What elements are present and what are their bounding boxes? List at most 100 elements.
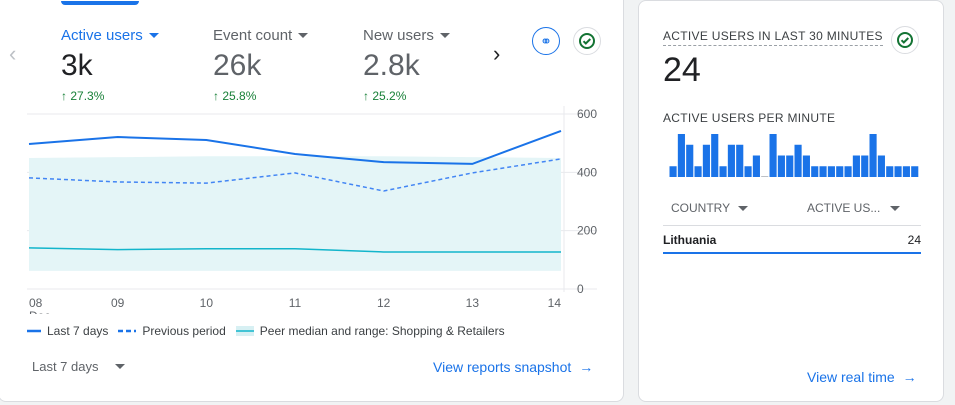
per-minute-bar[interactable] [811, 166, 819, 177]
caret-down-icon [298, 33, 309, 38]
view-real-time-link[interactable]: View real time → [807, 369, 917, 385]
per-minute-bar[interactable] [686, 144, 694, 177]
line-chart: 600 400 200 0 08 09 10 11 12 13 14 Dec [27, 106, 597, 314]
row-share-bar [663, 252, 921, 254]
per-minute-bar[interactable] [786, 155, 794, 178]
caret-down-icon [890, 205, 901, 211]
per-minute-bar[interactable] [719, 166, 727, 177]
caret-down-icon [148, 33, 159, 38]
per-minute-bar[interactable] [769, 134, 777, 177]
country-cell: Lithuania [663, 233, 717, 247]
per-minute-bar[interactable] [669, 166, 677, 177]
x-tick-label: 13 [466, 296, 480, 310]
link-label: View reports snapshot [433, 359, 572, 375]
legend-last-7-days: Last 7 days [47, 324, 109, 338]
per-minute-bar[interactable] [794, 144, 802, 177]
per-minute-bar[interactable] [694, 166, 702, 177]
metric-new-users[interactable]: New users 2.8k ↑ 25.2% [363, 27, 450, 103]
y-tick-label: 400 [577, 165, 597, 179]
users-cell: 24 [907, 233, 921, 247]
per-minute-bar[interactable] [802, 155, 810, 178]
metric-active-users[interactable]: Active users 3k ↑ 27.3% [61, 27, 159, 103]
legend-peer: Peer median and range: Shopping & Retail… [259, 324, 505, 338]
y-tick-label: 200 [577, 224, 597, 238]
per-minute-bar-chart [669, 134, 919, 178]
x-sublabel: Dec [29, 309, 50, 314]
caret-down-icon [738, 205, 749, 211]
check-circle-icon[interactable] [891, 26, 919, 54]
col-label: COUNTRY [671, 201, 731, 215]
metric-delta: 25.8% [222, 89, 257, 103]
check-circle-icon[interactable] [573, 27, 601, 55]
caret-down-icon [439, 33, 450, 38]
x-tick-label: 11 [289, 296, 302, 310]
link-label: View real time [807, 369, 895, 385]
previous-period-line [28, 158, 562, 192]
col-label: ACTIVE US... [807, 201, 881, 215]
per-minute-bar[interactable] [736, 144, 744, 177]
per-minute-bar[interactable] [877, 155, 885, 178]
x-tick-label: 14 [548, 296, 562, 310]
legend-previous-period: Previous period [142, 324, 226, 338]
per-minute-bar[interactable] [902, 166, 910, 177]
per-minute-bar[interactable] [894, 166, 902, 177]
per-minute-bar[interactable] [777, 155, 785, 178]
per-minute-bar[interactable] [752, 155, 760, 178]
metric-value: 26k [213, 49, 262, 82]
active-tab-indicator [61, 1, 139, 5]
realtime-title: ACTIVE USERS IN LAST 30 MINUTES [663, 29, 883, 46]
last-7-days-line [28, 129, 562, 165]
per-minute-bar[interactable] [727, 144, 735, 177]
chevron-right-icon[interactable]: › [493, 41, 501, 66]
x-tick-label: 08 [29, 296, 43, 310]
realtime-value: 24 [663, 51, 701, 89]
metric-label: Active users [61, 27, 143, 44]
chart-legend: Last 7 days Previous period Peer median … [27, 324, 505, 338]
per-minute-bar[interactable] [861, 155, 869, 178]
per-minute-bar[interactable] [827, 166, 835, 177]
table-row[interactable]: Lithuania 24 [663, 233, 921, 247]
users-column-header[interactable]: ACTIVE US... [807, 201, 901, 215]
per-minute-bar[interactable] [886, 166, 894, 177]
metric-value: 2.8k [363, 49, 420, 82]
metric-label: Event count [213, 27, 293, 44]
x-tick-label: 12 [377, 296, 391, 310]
per-minute-bar[interactable] [844, 166, 852, 177]
metric-delta: 27.3% [70, 89, 105, 103]
metric-label: New users [363, 27, 434, 44]
overview-card: ‹ Active users 3k ↑ 27.3% Event count 26… [0, 0, 624, 402]
per-minute-bar[interactable] [911, 166, 919, 177]
per-minute-bar[interactable] [702, 144, 710, 177]
per-minute-bar[interactable] [761, 176, 769, 177]
caret-down-icon [114, 364, 125, 369]
per-minute-bar[interactable] [819, 166, 827, 177]
metric-delta: 25.2% [372, 89, 407, 103]
arrow-up-icon: ↑ [213, 89, 219, 103]
peer-range-band [29, 156, 561, 271]
insights-medal-icon[interactable]: ⚭ [532, 27, 560, 55]
per-minute-bar[interactable] [852, 155, 860, 178]
per-minute-bar[interactable] [677, 134, 685, 177]
per-minute-bar[interactable] [744, 166, 752, 177]
metric-value: 3k [61, 49, 93, 82]
per-minute-bar[interactable] [711, 134, 719, 177]
arrow-up-icon: ↑ [61, 89, 67, 103]
y-tick-label: 600 [577, 107, 597, 121]
x-tick-label: 09 [111, 296, 125, 310]
arrow-right-icon: → [902, 369, 917, 385]
x-tick-label: 10 [200, 296, 214, 310]
metric-event-count[interactable]: Event count 26k ↑ 25.8% [213, 27, 309, 103]
date-range-dropdown[interactable]: Last 7 days [32, 359, 125, 374]
per-minute-bar[interactable] [836, 166, 844, 177]
peer-median-line [28, 247, 561, 253]
arrow-up-icon: ↑ [363, 89, 369, 103]
arrow-right-icon: → [579, 359, 594, 375]
realtime-card: ACTIVE USERS IN LAST 30 MINUTES 24 ACTIV… [638, 0, 944, 402]
y-tick-label: 0 [577, 282, 584, 296]
chevron-left-icon[interactable]: ‹ [9, 41, 17, 66]
view-reports-snapshot-link[interactable]: View reports snapshot → [433, 359, 593, 375]
per-minute-bar[interactable] [869, 134, 877, 177]
date-range-label: Last 7 days [32, 359, 99, 374]
country-column-header[interactable]: COUNTRY [671, 201, 749, 215]
per-minute-label: ACTIVE USERS PER MINUTE [663, 111, 836, 125]
